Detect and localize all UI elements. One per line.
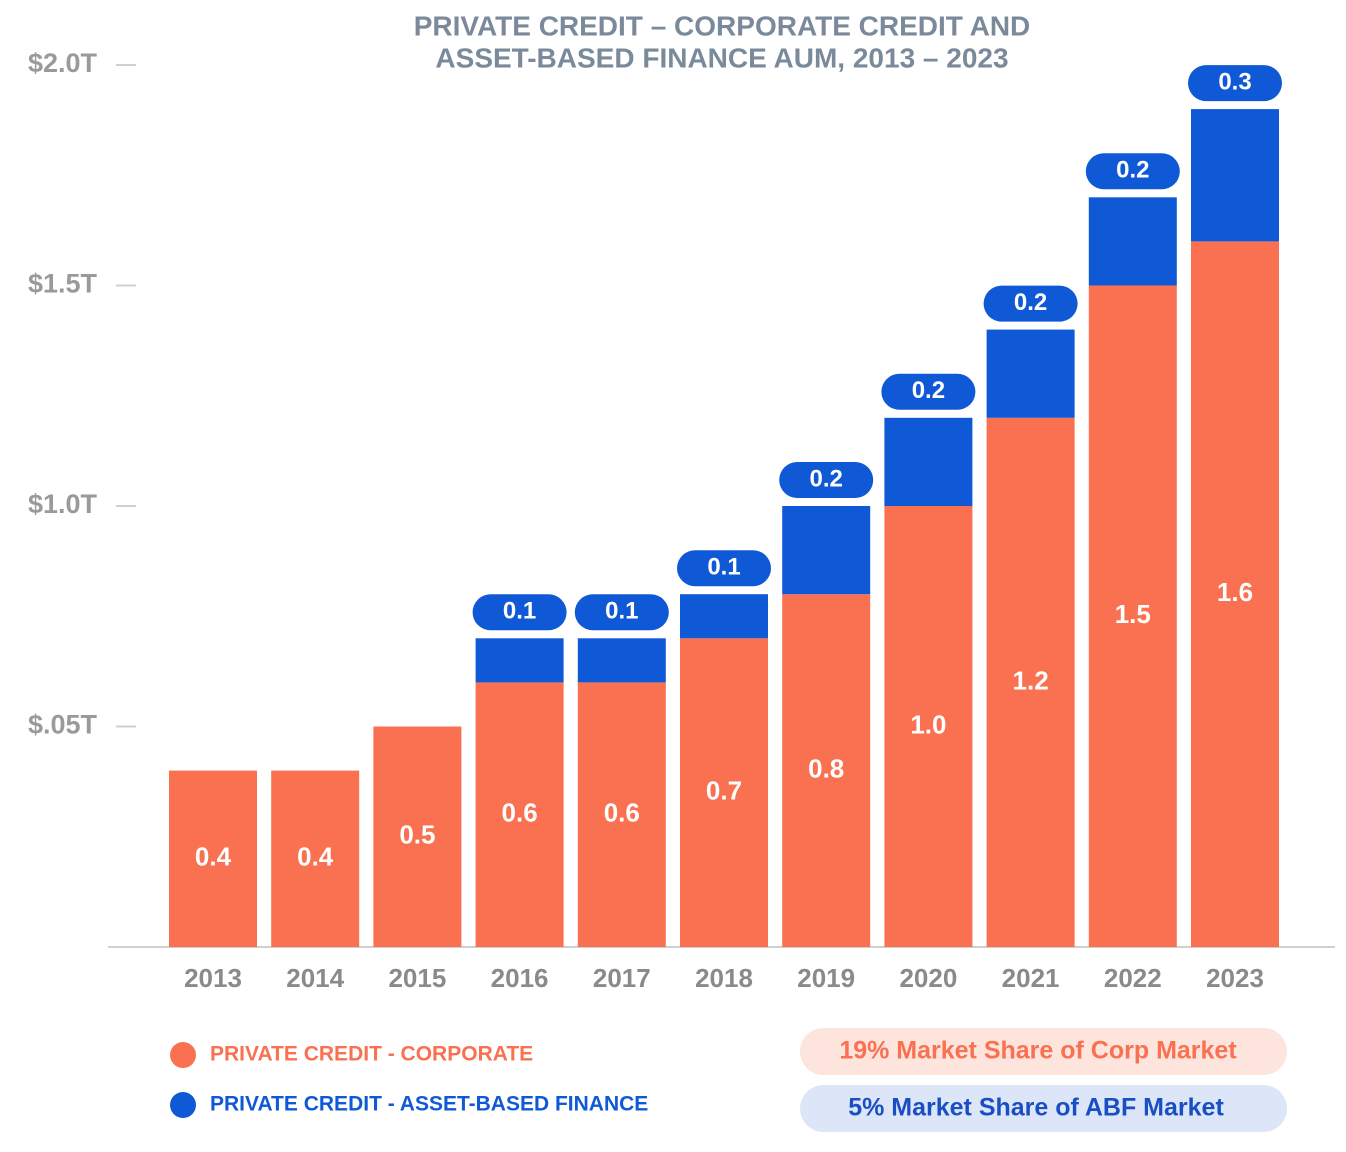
annotation-pill bbox=[800, 1085, 1287, 1132]
bar-segment bbox=[680, 594, 768, 639]
data-label: 1.0 bbox=[910, 709, 946, 739]
data-label: 0.2 bbox=[912, 377, 945, 404]
x-tick-label: 2016 bbox=[491, 963, 549, 993]
bar-segment bbox=[475, 638, 564, 683]
data-label: 0.7 bbox=[706, 776, 742, 806]
bar-segment bbox=[1191, 109, 1279, 242]
chart-title: ASSET-BASED FINANCE AUM, 2013 – 2023 bbox=[435, 42, 1008, 73]
y-tick-label: $1.0T bbox=[28, 489, 98, 519]
data-label-pill bbox=[983, 285, 1078, 322]
data-label: 0.1 bbox=[605, 598, 638, 625]
data-label: 0.4 bbox=[297, 842, 334, 872]
data-label: 0.2 bbox=[1116, 157, 1149, 184]
data-label-pill bbox=[472, 594, 567, 631]
data-label-pill bbox=[779, 462, 874, 498]
x-tick-label: 2017 bbox=[593, 963, 651, 993]
bar-segment bbox=[475, 682, 564, 947]
data-label: 0.3 bbox=[1218, 68, 1251, 95]
x-tick-label: 2018 bbox=[695, 963, 753, 993]
bar-segment bbox=[884, 506, 973, 947]
y-tick-label: $.05T bbox=[28, 710, 98, 740]
bar-segment bbox=[680, 638, 768, 947]
bar-segment bbox=[577, 638, 666, 683]
bar-segment bbox=[373, 726, 462, 947]
data-label: 0.8 bbox=[808, 753, 844, 783]
bar-segment bbox=[1191, 241, 1279, 947]
annotation-pill bbox=[800, 1028, 1287, 1075]
bar-segment bbox=[577, 682, 666, 947]
data-label: 1.5 bbox=[1115, 599, 1151, 629]
data-label-pill bbox=[881, 373, 976, 410]
annotation: 5% Market Share of ABF Market bbox=[848, 1094, 1224, 1122]
data-label: 0.5 bbox=[399, 820, 435, 850]
data-label-pill bbox=[574, 594, 669, 631]
bar-segment bbox=[169, 770, 257, 947]
bar-segment bbox=[986, 417, 1075, 947]
data-label: 0.2 bbox=[810, 465, 843, 492]
x-tick-label: 2022 bbox=[1104, 963, 1162, 993]
bar-segment bbox=[986, 329, 1075, 418]
data-label: 0.1 bbox=[503, 598, 536, 625]
x-tick-label: 2019 bbox=[797, 963, 855, 993]
legend-label: PRIVATE CREDIT - ASSET-BASED FINANCE bbox=[210, 1093, 648, 1116]
data-label-pill bbox=[1188, 65, 1282, 102]
bar-segment bbox=[1088, 197, 1177, 286]
y-tick-label: $2.0T bbox=[28, 48, 98, 78]
x-tick-label: 2023 bbox=[1206, 963, 1264, 993]
bar-segment bbox=[782, 506, 871, 595]
y-tick-label: $1.5T bbox=[28, 269, 98, 299]
data-label: 1.2 bbox=[1013, 665, 1049, 695]
bar-segment bbox=[884, 417, 973, 506]
data-label: 0.2 bbox=[1014, 289, 1047, 316]
legend-swatch bbox=[170, 1092, 196, 1118]
x-tick-label: 2014 bbox=[286, 963, 344, 993]
legend-label: PRIVATE CREDIT - CORPORATE bbox=[210, 1043, 533, 1066]
data-label: 0.4 bbox=[195, 842, 232, 872]
x-tick-label: 2013 bbox=[184, 963, 242, 993]
legend-swatch bbox=[170, 1042, 196, 1068]
bar-segment bbox=[1088, 285, 1177, 947]
data-label: 0.1 bbox=[707, 554, 740, 581]
data-label: 1.6 bbox=[1217, 577, 1253, 607]
data-label: 0.6 bbox=[502, 798, 538, 828]
chart-title: PRIVATE CREDIT – CORPORATE CREDIT AND bbox=[414, 10, 1031, 41]
x-tick-label: 2021 bbox=[1002, 963, 1060, 993]
data-label-pill bbox=[677, 550, 771, 587]
annotation: 19% Market Share of Corp Market bbox=[839, 1037, 1237, 1065]
data-label: 0.6 bbox=[604, 798, 640, 828]
x-tick-label: 2015 bbox=[388, 963, 446, 993]
bar-segment bbox=[271, 770, 360, 947]
bar-segment bbox=[782, 594, 871, 947]
data-label-pill bbox=[1085, 153, 1180, 190]
x-tick-label: 2020 bbox=[899, 963, 957, 993]
